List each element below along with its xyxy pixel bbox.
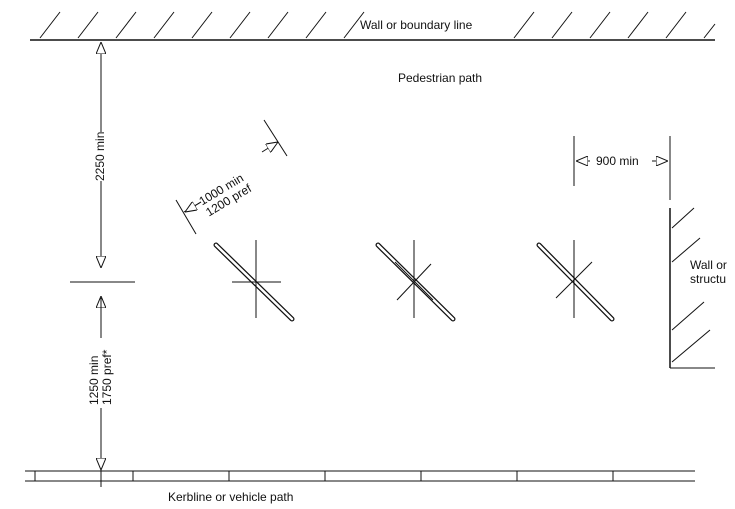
dim-1750-line2: 1750 pref* — [100, 349, 114, 405]
dim-900-label: 900 min — [596, 154, 639, 168]
side-wall — [669, 207, 715, 369]
pedestrian-path-label: Pedestrian path — [398, 71, 483, 85]
bicycle-stand-1 — [213, 240, 295, 322]
side-wall-label: Wall or structu — [690, 258, 727, 286]
dim-2250-label: 2250 min — [93, 131, 107, 181]
kerbline — [25, 470, 695, 482]
top-wall-line — [30, 11, 716, 41]
dim-1250-label: 1250 min 1750 pref* — [87, 349, 114, 405]
dimension-900 — [573, 136, 671, 200]
dimension-1000-diagonal — [175, 119, 288, 235]
kerbline-label: Kerbline or vehicle path — [168, 490, 294, 504]
side-wall-label-line1: Wall or — [690, 258, 727, 272]
top-wall-label: Wall or boundary line — [360, 18, 473, 32]
side-wall-label-line2: structu — [690, 272, 727, 286]
bicycle-stand-2 — [375, 240, 456, 322]
bicycle-stand-3 — [536, 240, 615, 322]
